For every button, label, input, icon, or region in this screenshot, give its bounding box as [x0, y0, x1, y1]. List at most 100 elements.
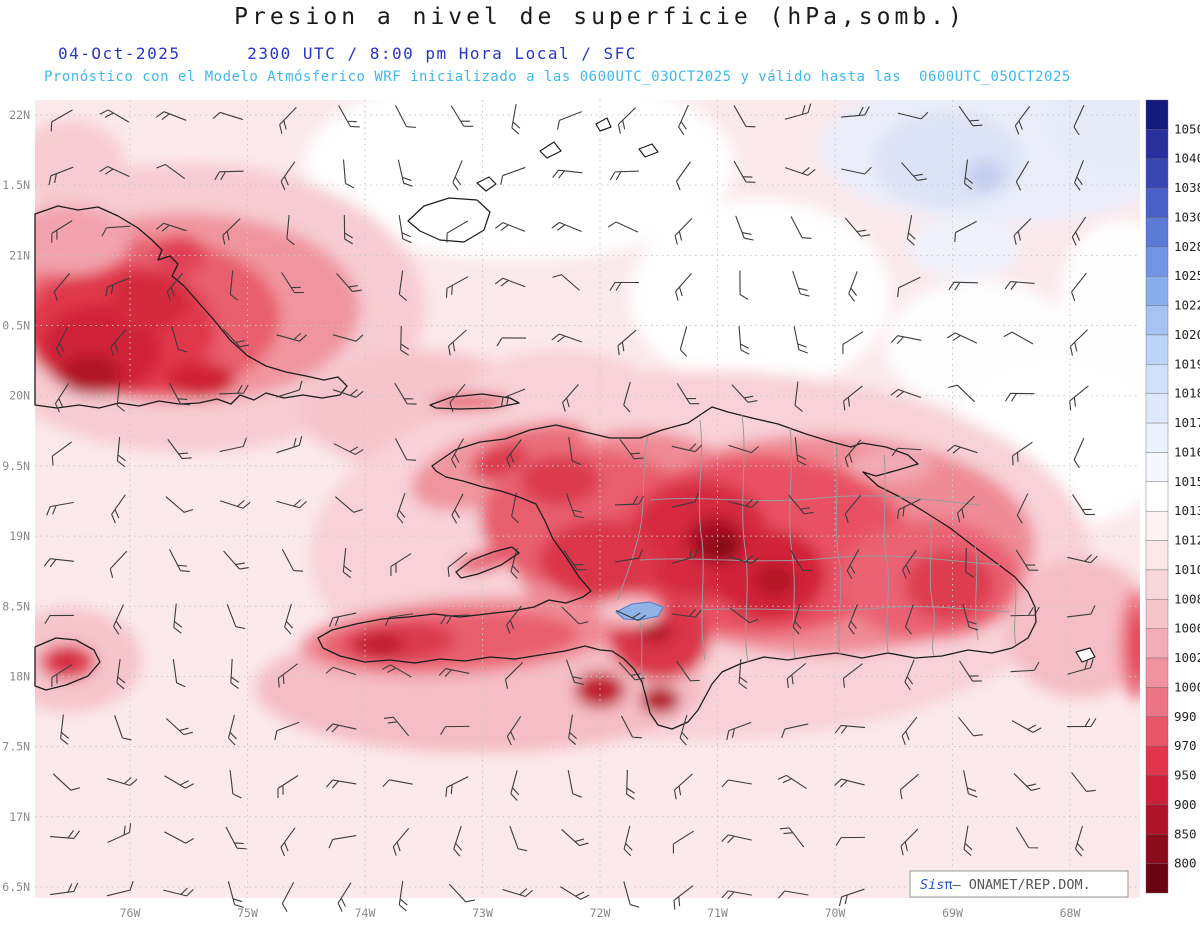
shade-blob — [848, 447, 932, 483]
colorbar-label: 1028 — [1174, 239, 1200, 254]
wind-barb — [99, 165, 130, 178]
wind-barb — [848, 271, 858, 302]
wind-barb — [398, 270, 407, 301]
wind-barb — [843, 385, 863, 411]
wind-barb — [735, 215, 754, 241]
wind-barb — [382, 779, 413, 788]
shade-blob — [873, 112, 1023, 208]
wind-barb — [1071, 772, 1096, 792]
wind-barb — [277, 663, 298, 688]
wind-barb — [214, 170, 244, 181]
coastline-great-inagua — [407, 197, 491, 243]
wind-barb — [276, 332, 307, 342]
wind-barb — [229, 270, 239, 301]
lat-tick-label: 7.5N — [2, 740, 30, 754]
wind-barb — [731, 384, 758, 403]
wind-barb — [738, 658, 748, 689]
wind-barb — [284, 603, 294, 635]
wind-barb — [794, 437, 807, 466]
wind-barb — [897, 498, 921, 520]
wind-barb — [848, 604, 858, 635]
lon-tick-label: 69W — [942, 906, 963, 920]
wind-barb — [53, 272, 71, 301]
wind-barb — [779, 827, 805, 848]
colorbar-label: 1013 — [1174, 503, 1200, 518]
wind-barb — [841, 166, 872, 175]
wind-barb — [106, 777, 138, 786]
wind-barb — [674, 218, 693, 245]
wind-barb — [279, 106, 297, 134]
wind-barb — [325, 723, 357, 733]
province-line — [789, 427, 796, 659]
wind-barb — [565, 659, 584, 685]
wind-barb — [500, 388, 526, 408]
wind-barb — [173, 603, 183, 634]
wind-barb — [51, 220, 73, 243]
wind-barb — [901, 716, 918, 746]
wind-barb — [948, 281, 979, 291]
wind-barb — [619, 438, 644, 460]
colorbar-cell — [1145, 422, 1169, 453]
wind-barb — [1015, 826, 1039, 849]
colorbar-cell — [1145, 863, 1169, 894]
wind-barb — [615, 610, 647, 621]
wind-barb — [1067, 658, 1094, 675]
lat-lon-grid — [35, 100, 1140, 898]
shade-blob — [60, 355, 120, 395]
colorbar-label: 1040 — [1174, 151, 1200, 166]
colorbar-cell — [1145, 716, 1169, 747]
shade-blob — [165, 362, 235, 398]
wind-barb — [897, 111, 929, 120]
wind-barb — [1016, 493, 1029, 524]
coastline-caicos-2 — [595, 117, 612, 132]
lat-tick-label: 8.5N — [2, 599, 30, 613]
colorbar-label: 800 — [1174, 856, 1197, 871]
province-borders — [617, 414, 1017, 691]
shade-blob — [540, 520, 660, 600]
lon-tick-label: 75W — [237, 906, 258, 920]
wind-barb — [396, 492, 406, 524]
wind-barb — [281, 882, 295, 913]
wind-barb — [835, 836, 866, 846]
wind-barb — [834, 724, 866, 734]
wind-barb — [840, 106, 870, 118]
wind-barb — [844, 217, 871, 237]
colorbar-cell — [1145, 364, 1169, 394]
wind-barb — [958, 105, 983, 127]
wind-barb — [738, 325, 750, 355]
wind-barb — [792, 603, 802, 635]
wind-barb — [897, 276, 921, 298]
colorbar-cell — [1145, 834, 1169, 864]
lon-tick-label: 68W — [1060, 906, 1081, 920]
lat-tick-label: 1.5N — [2, 178, 30, 192]
wind-barb — [397, 159, 413, 187]
colorbar-label: 1038 — [1174, 180, 1200, 195]
province-line — [699, 606, 1011, 613]
wind-barb — [623, 825, 633, 857]
wind-barb — [733, 105, 756, 128]
colorbar-cell — [1145, 452, 1169, 483]
wind-barb — [672, 830, 694, 854]
shade-blob — [355, 633, 405, 657]
coastline-cuba — [34, 205, 348, 409]
wind-barb — [1071, 216, 1087, 246]
wind-barb — [51, 664, 73, 687]
wind-barb — [900, 828, 919, 856]
colorbar-cell — [1145, 393, 1169, 424]
coastlines — [34, 117, 1096, 730]
wind-barb — [726, 721, 752, 740]
wind-barb — [227, 881, 244, 908]
wind-barb — [792, 270, 810, 297]
colorbar-label: 900 — [1174, 797, 1197, 812]
wind-barb — [394, 438, 417, 461]
wind-barb — [730, 607, 759, 624]
wind-barb — [891, 447, 922, 457]
colorbar-label: 1030 — [1174, 209, 1200, 224]
colorbar-cell — [1145, 305, 1169, 336]
province-line — [741, 414, 749, 663]
shade-blob — [471, 444, 529, 480]
wind-barb — [276, 380, 303, 398]
wind-barb — [1014, 106, 1031, 135]
colorbar-cell — [1145, 510, 1169, 541]
